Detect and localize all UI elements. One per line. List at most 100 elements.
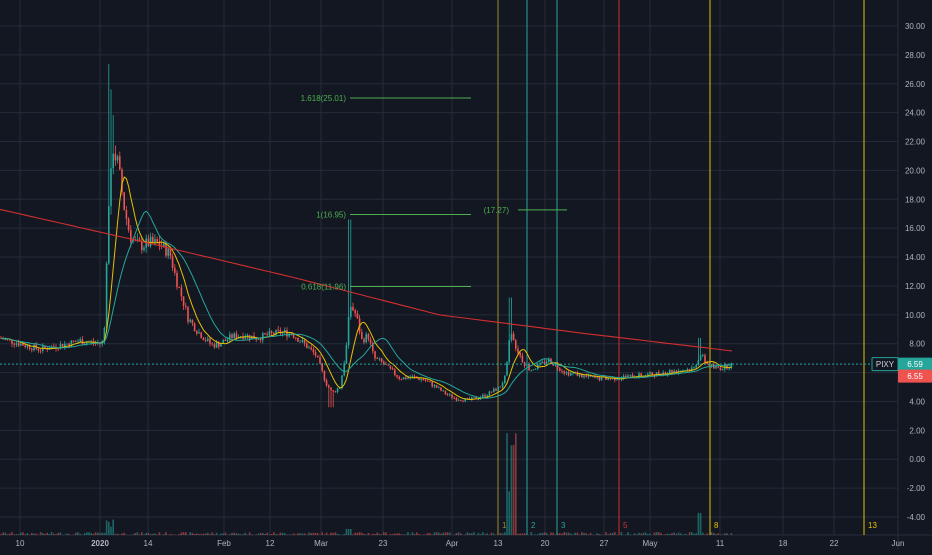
candle-body[interactable] (398, 377, 400, 379)
candle-body[interactable] (451, 395, 453, 398)
candle-body[interactable] (526, 364, 528, 365)
candle-body[interactable] (559, 368, 561, 371)
candle-body[interactable] (368, 334, 370, 339)
candle-body[interactable] (198, 332, 200, 333)
candle-body[interactable] (335, 391, 337, 392)
candle-body[interactable] (519, 353, 521, 356)
candle-body[interactable] (260, 339, 262, 340)
candle-body[interactable] (517, 349, 519, 353)
candle-body[interactable] (513, 334, 515, 340)
candle-body[interactable] (530, 370, 532, 371)
candle-body[interactable] (31, 349, 33, 350)
candle-body[interactable] (49, 349, 51, 350)
candle-body[interactable] (442, 391, 444, 392)
candle-body[interactable] (354, 310, 356, 313)
candle-body[interactable] (255, 339, 257, 340)
candle-body[interactable] (337, 389, 339, 392)
candle-body[interactable] (607, 378, 609, 380)
candle-body[interactable] (176, 273, 178, 287)
candle-body[interactable] (390, 365, 392, 368)
candle-body[interactable] (308, 348, 310, 349)
candle-body[interactable] (187, 307, 189, 322)
candle-body[interactable] (693, 367, 695, 368)
candle-body[interactable] (456, 398, 458, 400)
candle-body[interactable] (313, 349, 315, 352)
candle-body[interactable] (533, 369, 535, 370)
candle-body[interactable] (172, 256, 174, 268)
candle-body[interactable] (438, 387, 440, 388)
candle-body[interactable] (227, 340, 229, 341)
candle-body[interactable] (326, 380, 328, 385)
candle-body[interactable] (346, 345, 348, 363)
candle-body[interactable] (203, 338, 205, 340)
candle-body[interactable] (570, 373, 572, 375)
candle-body[interactable] (515, 340, 517, 348)
candle-body[interactable] (381, 359, 383, 362)
candle-body[interactable] (649, 372, 651, 374)
candle-body[interactable] (220, 344, 222, 347)
candle-body[interactable] (123, 192, 125, 210)
candle-body[interactable] (18, 343, 20, 345)
candle-body[interactable] (629, 375, 631, 376)
candle-body[interactable] (185, 306, 187, 307)
candle-body[interactable] (343, 363, 345, 375)
candle-body[interactable] (585, 376, 587, 377)
candle-body[interactable] (563, 371, 565, 373)
candle-body[interactable] (40, 351, 42, 352)
candle-body[interactable] (502, 383, 504, 387)
candle-body[interactable] (482, 395, 484, 398)
candle-body[interactable] (370, 339, 372, 343)
candle-body[interactable] (117, 156, 119, 160)
candle-body[interactable] (440, 387, 442, 390)
candle-body[interactable] (511, 334, 513, 340)
candle-body[interactable] (321, 364, 323, 371)
candle-body[interactable] (110, 168, 112, 206)
candle-body[interactable] (497, 387, 499, 391)
candle-body[interactable] (394, 370, 396, 375)
candle-body[interactable] (350, 307, 352, 317)
candle-body[interactable] (328, 385, 330, 387)
candle-body[interactable] (192, 320, 194, 323)
candle-body[interactable] (387, 365, 389, 366)
candle-body[interactable] (425, 380, 427, 381)
candle-body[interactable] (77, 342, 79, 343)
candle-body[interactable] (418, 378, 420, 380)
candle-body[interactable] (16, 343, 18, 344)
candle-body[interactable] (436, 385, 438, 388)
candle-body[interactable] (207, 339, 209, 341)
candle-body[interactable] (379, 359, 381, 360)
candle-body[interactable] (566, 372, 568, 373)
candle-body[interactable] (319, 357, 321, 363)
candle-body[interactable] (154, 239, 156, 242)
candle-body[interactable] (264, 333, 266, 334)
candle-body[interactable] (702, 355, 704, 356)
candle-body[interactable] (216, 342, 218, 347)
candle-body[interactable] (126, 210, 128, 219)
candle-body[interactable] (541, 362, 543, 363)
candle-body[interactable] (156, 239, 158, 242)
candle-body[interactable] (357, 313, 359, 318)
candle-body[interactable] (427, 381, 429, 382)
candle-body[interactable] (236, 334, 238, 339)
candle-body[interactable] (473, 397, 475, 398)
candle-body[interactable] (225, 340, 227, 341)
candle-body[interactable] (392, 368, 394, 369)
candle-body[interactable] (258, 339, 260, 340)
candle-body[interactable] (546, 362, 548, 364)
candle-body[interactable] (299, 342, 301, 343)
candle-body[interactable] (429, 381, 431, 382)
candle-body[interactable] (211, 344, 213, 345)
candle-body[interactable] (332, 390, 334, 391)
candle-body[interactable] (13, 344, 15, 345)
candle-body[interactable] (695, 365, 697, 367)
candle-body[interactable] (189, 320, 191, 322)
candle-body[interactable] (262, 333, 264, 340)
candle-body[interactable] (412, 376, 414, 377)
candle-body[interactable] (572, 373, 574, 374)
candle-body[interactable] (365, 334, 367, 342)
candle-body[interactable] (75, 341, 77, 342)
candle-body[interactable] (306, 343, 308, 348)
candle-body[interactable] (128, 219, 130, 230)
